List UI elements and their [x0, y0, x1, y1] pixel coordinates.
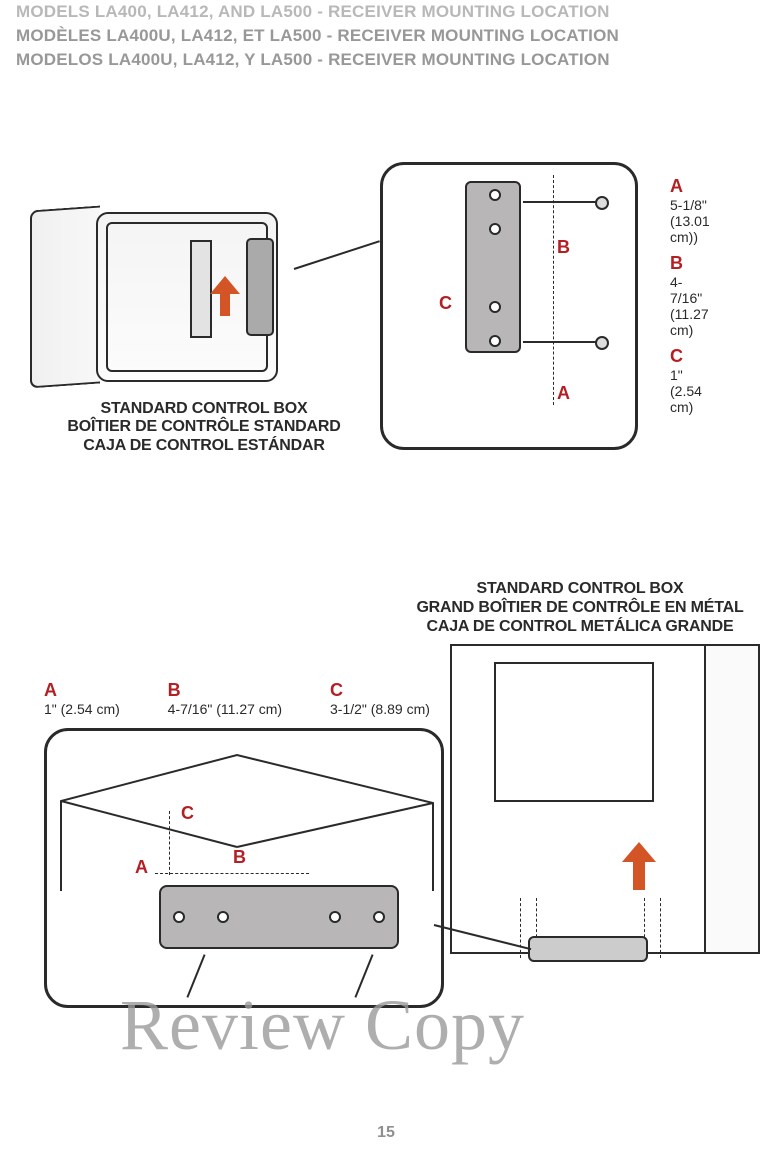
figure-standard-control-box: STANDARD CONTROL BOX BOÎTIER DE CONTRÔLE…: [30, 162, 640, 482]
detail-view-bracket: B C A: [380, 162, 638, 450]
mounting-dash: [520, 898, 522, 958]
legend-b-label: B: [670, 253, 710, 274]
legend2-c-value: 3-1/2" (8.89 cm): [330, 701, 430, 717]
label-es: CAJA DE CONTROL ESTÁNDAR: [64, 437, 344, 455]
page-header: MODELS LA400, LA412, AND LA500 - RECEIVE…: [0, 0, 772, 71]
dim-line-b: [155, 873, 309, 874]
label-es: CAJA DE CONTROL METÁLICA GRANDE: [410, 618, 750, 637]
title-fr: MODÈLES LA400U, LA412, ET LA500 - RECEIV…: [16, 24, 756, 48]
legend-b-value: 4-7/16" (11.27 cm): [670, 274, 710, 338]
legend2-c-label: C: [330, 680, 430, 701]
figure-metal-control-box: STANDARD CONTROL BOX GRAND BOÎTIER DE CO…: [30, 580, 750, 1060]
page-number: 15: [0, 1124, 772, 1142]
dim-line-c: [169, 811, 170, 875]
mounting-dash: [660, 898, 662, 958]
mounting-bracket: [159, 885, 399, 949]
dim-label-a: A: [557, 383, 570, 404]
mounting-bracket: [465, 181, 521, 353]
dim-label-c: C: [181, 803, 194, 824]
metal-control-box-illustration: [450, 644, 706, 954]
dim-label-b: B: [557, 237, 570, 258]
mounting-surface: [57, 751, 437, 901]
up-arrow-icon: [622, 842, 656, 890]
dim-label-c: C: [439, 293, 452, 314]
metal-box-label: STANDARD CONTROL BOX GRAND BOÎTIER DE CO…: [410, 580, 750, 637]
control-box-door: [30, 206, 100, 389]
title-en: MODELS LA400, LA412, AND LA500 - RECEIVE…: [16, 0, 756, 24]
dim-label-a: A: [135, 857, 148, 878]
title-es: MODELOS LA400U, LA412, Y LA500 - RECEIVE…: [16, 48, 756, 72]
legend2-b-label: B: [168, 680, 282, 701]
dimension-legend: A 5-1/8" (13.01 cm)) B 4-7/16" (11.27 cm…: [670, 176, 710, 423]
legend2-a-value: 1" (2.54 cm): [44, 701, 120, 717]
screw: [186, 954, 205, 997]
legend2-b-value: 4-7/16" (11.27 cm): [168, 701, 282, 717]
detail-view-bracket-2: A B C: [44, 728, 444, 1008]
screw-bottom: [523, 341, 603, 343]
receiver-unit: [246, 238, 274, 336]
dimension-legend-2: A 1" (2.54 cm) B 4-7/16" (11.27 cm) C 3-…: [44, 680, 474, 717]
up-arrow-icon: [210, 276, 240, 316]
dim-label-b: B: [233, 847, 246, 868]
mounting-slot: [190, 240, 212, 338]
label-fr: GRAND BOÎTIER DE CONTRÔLE EN MÉTAL: [410, 599, 750, 618]
label-en: STANDARD CONTROL BOX: [64, 400, 344, 418]
metal-box-door: [706, 644, 760, 954]
legend2-a-label: A: [44, 680, 120, 701]
control-box-illustration: [30, 202, 340, 382]
label-en: STANDARD CONTROL BOX: [410, 580, 750, 599]
screw-top: [523, 201, 603, 203]
legend-a-label: A: [670, 176, 710, 197]
label-fr: BOÎTIER DE CONTRÔLE STANDARD: [64, 418, 344, 436]
standard-box-label: STANDARD CONTROL BOX BOÎTIER DE CONTRÔLE…: [64, 400, 344, 455]
legend-c-value: 1" (2.54 cm): [670, 367, 710, 415]
screw: [354, 954, 373, 997]
legend-c-label: C: [670, 346, 710, 367]
inner-panel: [494, 662, 654, 802]
receiver-unit: [528, 936, 648, 962]
dimension-line-vertical: [553, 175, 555, 405]
legend-a-value: 5-1/8" (13.01 cm)): [670, 197, 710, 245]
